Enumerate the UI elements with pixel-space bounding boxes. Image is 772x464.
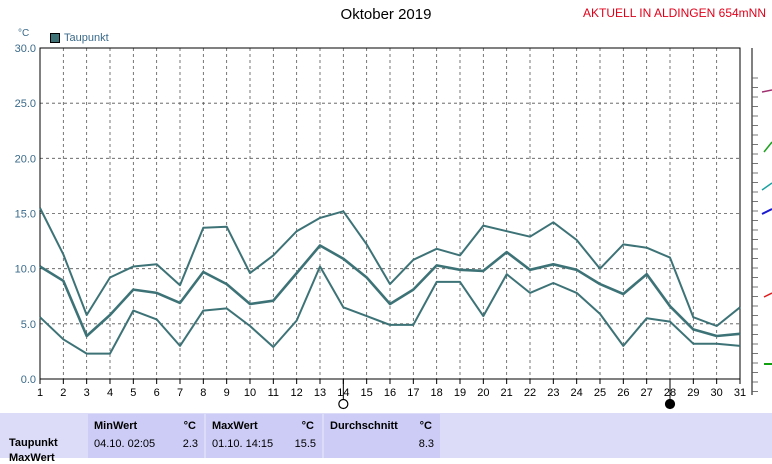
stats-row-label: Taupunkt [9, 437, 58, 449]
x-tick-label: 1 [37, 387, 43, 399]
legend-swatch [50, 33, 60, 43]
x-tick-label: 25 [594, 387, 606, 399]
chart-series [39, 207, 741, 355]
min-value: 2.3 [182, 438, 198, 450]
x-tick-label: 16 [384, 387, 396, 399]
side-mark [761, 182, 772, 191]
x-tick-label: 10 [244, 387, 256, 399]
series-line-mean [39, 244, 741, 338]
x-tick-label: 11 [268, 387, 279, 399]
min-unit: °C [183, 420, 196, 432]
side-scale-fragment [751, 48, 772, 395]
side-mark [761, 208, 772, 215]
min-header: MinWert [94, 420, 138, 432]
x-tick-label: 23 [547, 387, 559, 399]
y-axis-unit: °C [18, 28, 30, 39]
x-tick-label: 17 [407, 387, 419, 399]
y-tick-label: 25.0 [15, 98, 36, 110]
max-value: 15.5 [294, 438, 316, 450]
side-mark [761, 89, 772, 93]
x-tick-label: 24 [571, 387, 583, 399]
x-tick-label: 29 [687, 387, 699, 399]
y-tick-label: 10.0 [15, 264, 36, 276]
x-tick-label: 20 [477, 387, 489, 399]
x-tick-label: 3 [84, 387, 90, 399]
x-tick-label: 5 [130, 387, 136, 399]
x-tick-label: 6 [154, 387, 160, 399]
y-tick-label: 15.0 [15, 209, 36, 221]
chart-grid [40, 48, 740, 379]
y-tick-label: 30.0 [15, 43, 36, 55]
x-tick-label: 12 [291, 387, 303, 399]
max-unit: °C [301, 420, 314, 432]
side-mark [763, 141, 772, 153]
x-tick-label: 31 [734, 387, 746, 399]
y-tick-label: 0.0 [21, 374, 36, 386]
x-tick-label: 8 [200, 387, 206, 399]
chart-axes [39, 47, 741, 384]
avg-unit: °C [419, 420, 432, 432]
y-tick-label: 5.0 [21, 319, 36, 331]
legend: Taupunkt [50, 32, 109, 44]
legend-label: Taupunkt [64, 32, 109, 44]
x-tick-label: 7 [177, 387, 183, 399]
chart-title: Oktober 2019 [340, 6, 432, 23]
x-tick-labels: 1 2 3 4 5 6 7 8 9 10 11 12 13 14 15 16 17 18 19 20 21 22 23 24 2… [37, 387, 746, 399]
y-tick-labels: 0.0 5.0 10.0 15.0 20.0 25.0 30.0 [15, 43, 36, 386]
full-moon-icon [664, 398, 676, 410]
avg-header: Durchschnitt [330, 420, 398, 432]
avg-value: 8.3 [418, 438, 434, 450]
x-tick-label: 26 [617, 387, 629, 399]
x-tick-label: 22 [524, 387, 536, 399]
x-tick-label: 9 [224, 387, 230, 399]
x-tick-label: 13 [314, 387, 326, 399]
x-tick-label: 4 [107, 387, 113, 399]
x-tick-label: 15 [361, 387, 373, 399]
x-tick-label: 30 [711, 387, 723, 399]
series-line-min [39, 265, 741, 355]
stats-max-cell: MaxWert °C 01.10. 14:15 15.5 [206, 414, 322, 458]
x-tick-label: 18 [431, 387, 443, 399]
stats-min-cell: MinWert °C 04.10. 02:05 2.3 [88, 414, 204, 458]
max-datetime: 01.10. 14:15 [212, 438, 274, 450]
x-tick-label: 27 [641, 387, 653, 399]
x-tick-label: 2 [60, 387, 66, 399]
max-header: MaxWert [212, 420, 258, 432]
x-tick-label: 19 [454, 387, 466, 399]
x-tick-label: 21 [501, 387, 513, 399]
min-datetime: 04.10. 02:05 [94, 438, 156, 450]
side-mark [763, 292, 772, 298]
moon-phase-markers [338, 379, 676, 410]
station-label: AKTUELL IN ALDINGEN 654mNN [583, 6, 766, 20]
new-moon-icon [338, 398, 349, 410]
y-tick-label: 20.0 [15, 153, 36, 165]
stats-row-label-2: MaxWert [9, 452, 55, 464]
stats-avg-cell: Durchschnitt °C 8.3 [324, 414, 440, 458]
series-line-max [39, 207, 741, 327]
dew-point-chart: 0.05.010.015.020.025.030.0 1 2 3 4 5 6 7 8 9 10 11… [15, 43, 772, 410]
